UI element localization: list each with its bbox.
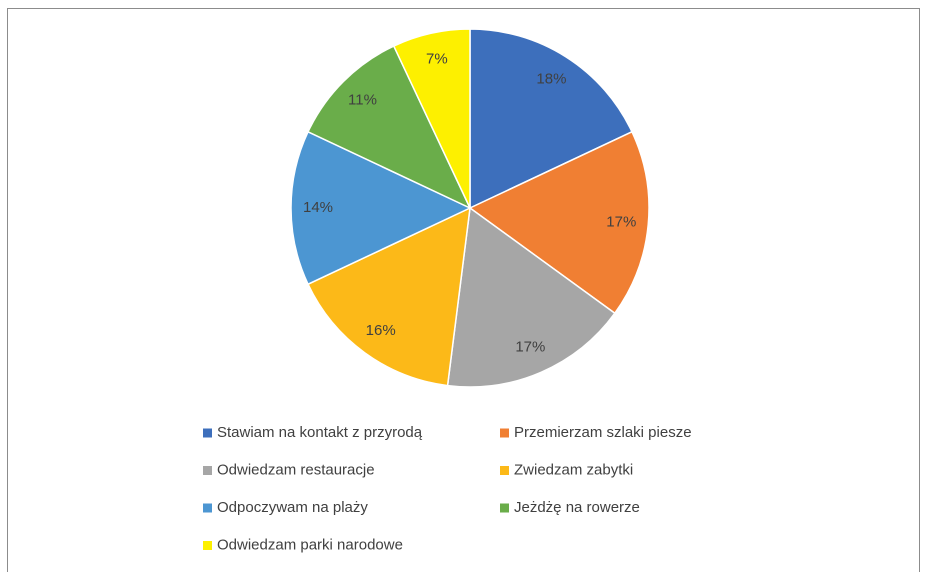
legend-swatch xyxy=(203,428,212,438)
data-label: 17% xyxy=(515,338,545,355)
data-label: 11% xyxy=(348,91,377,108)
legend-label: Odpoczywam na plaży xyxy=(217,499,368,516)
pie-slice xyxy=(468,130,650,315)
legend-label: Przemierzam szlaki piesze xyxy=(514,424,692,441)
legend-swatch xyxy=(203,466,212,475)
pie-slice xyxy=(290,130,472,286)
pie-slice xyxy=(446,206,616,388)
data-label: 17% xyxy=(606,213,636,230)
legend-swatch xyxy=(500,428,509,438)
legend-label: Jeżdżę na rowerze xyxy=(514,499,640,516)
pie-slice xyxy=(392,28,471,209)
legend-label: Odwiedzam restauracje xyxy=(217,461,375,478)
pie-slice xyxy=(469,28,633,210)
legend-swatch xyxy=(500,503,509,513)
data-label: 18% xyxy=(536,71,566,88)
legend-label: Odwiedzam parki narodowe xyxy=(217,536,403,553)
pie-slice xyxy=(307,206,471,387)
pie-slice xyxy=(307,45,472,210)
legend-swatch xyxy=(500,466,509,475)
legend-label: Zwiedzam zabytki xyxy=(514,461,633,478)
data-label: 7% xyxy=(426,51,448,68)
legend-swatch xyxy=(203,541,212,550)
legend-label: Stawiam na kontakt z przyrodą xyxy=(217,424,423,441)
data-label: 16% xyxy=(366,322,396,339)
legend-swatch xyxy=(203,503,212,513)
data-label: 14% xyxy=(303,199,333,216)
